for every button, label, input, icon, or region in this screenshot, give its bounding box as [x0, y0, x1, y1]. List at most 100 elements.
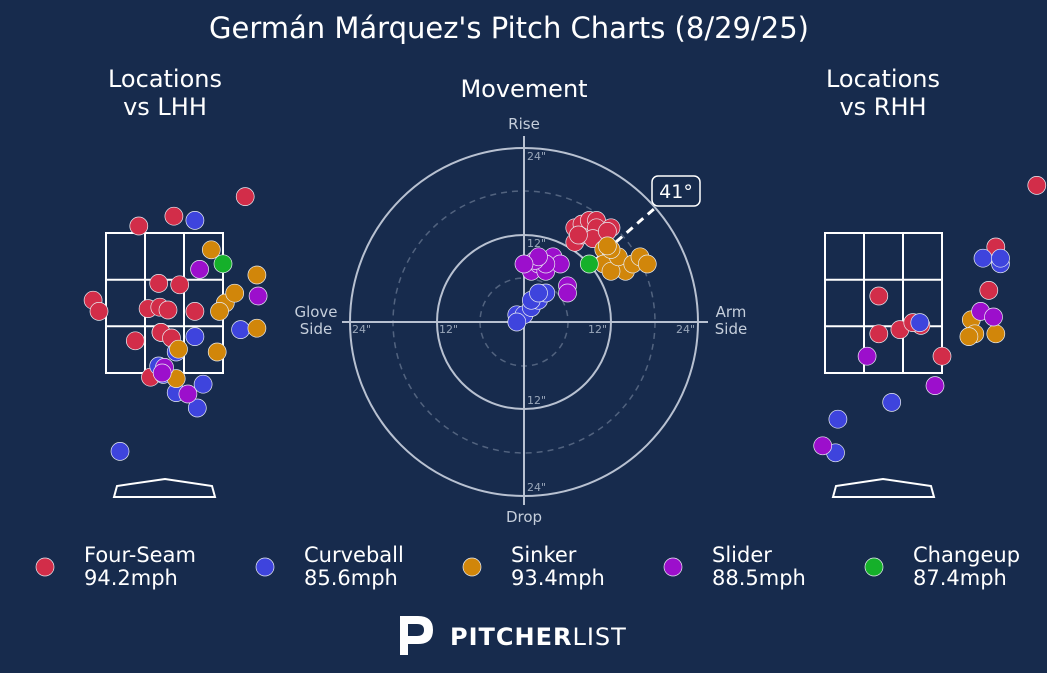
pitch-dot-slider: [857, 346, 877, 366]
pitch-dot-sinker: [207, 342, 227, 362]
movement-pitch-points: [507, 211, 657, 332]
axis-label-arm-1: Arm: [716, 303, 747, 321]
pitch-dot-sinker: [225, 283, 245, 303]
legend-swatch-changeup: [864, 557, 884, 577]
axis-label-glove-2: Side: [300, 320, 332, 338]
pitch-dot-slider: [248, 286, 268, 306]
lhh-title-line2: vs LHH: [123, 93, 207, 121]
legend-speed-sinker: 93.4mph: [511, 566, 605, 590]
pitch-dot-sinker: [247, 318, 267, 338]
pitch-dot-curveball: [828, 409, 848, 429]
pitch-dot-four-seam: [149, 274, 169, 293]
pitch-dot-four-seam: [979, 281, 999, 300]
lhh-pitch-points: [83, 187, 268, 461]
pitch-dot-slider: [984, 307, 1003, 327]
movement-dot-changeup: [579, 254, 599, 274]
pitch-dot-curveball: [882, 393, 902, 412]
pitch-dot-four-seam: [869, 324, 889, 344]
rhh-home-plate: [831, 477, 936, 498]
movement-dot-slider: [558, 283, 577, 303]
pitch-dot-curveball: [185, 327, 205, 346]
pitch-dot-four-seam: [185, 302, 205, 321]
movement-dot-curveball: [507, 312, 527, 332]
pitch-dot-four-seam: [125, 331, 145, 351]
pitch-dot-curveball: [185, 211, 205, 230]
pitch-dot-sinker: [201, 240, 221, 260]
axis-label-arm-2: Side: [715, 320, 747, 338]
pitch-dot-slider: [152, 363, 172, 383]
legend-swatch-four-seam: [35, 557, 55, 577]
legend-label-sinker: Sinker: [511, 543, 577, 567]
pitch-dot-four-seam: [869, 286, 889, 306]
pitch-dot-curveball: [973, 248, 993, 268]
pitch-dot-four-seam: [932, 346, 952, 366]
ring-label-left-12: 12": [439, 323, 458, 336]
lhh-panel: Locations vs LHH: [83, 65, 268, 498]
ring-label-top-24: 24": [527, 150, 546, 163]
ring-label-bottom-24: 24": [527, 481, 546, 494]
legend-speed-slider: 88.5mph: [712, 566, 806, 590]
brand-bold: PITCHER: [450, 623, 572, 651]
movement-dot-curveball: [529, 283, 548, 303]
axis-label-drop: Drop: [506, 508, 542, 526]
pitch-dot-four-seam: [164, 206, 184, 226]
pitch-dot-curveball: [231, 320, 250, 339]
pitcherlist-logo: PITCHERLIST: [400, 616, 627, 655]
ring-label-right-24: 24": [676, 323, 695, 336]
pitch-dot-curveball: [991, 248, 1010, 268]
arm-angle-label: 41°: [659, 181, 693, 203]
pitch-dot-four-seam: [158, 300, 178, 320]
rhh-title-line1: Locations: [826, 65, 940, 93]
legend-speed-curveball: 85.6mph: [304, 566, 398, 590]
ring-label-right-12: 12": [588, 323, 607, 336]
pitch-dot-slider: [813, 436, 833, 456]
movement-title: Movement: [460, 75, 587, 103]
lhh-home-plate: [112, 477, 217, 498]
pitch-dot-four-seam: [170, 275, 190, 295]
brand-light: LIST: [572, 623, 626, 651]
pitch-dot-slider: [190, 260, 209, 279]
legend-label-curveball: Curveball: [304, 543, 404, 567]
pitch-dot-four-seam: [235, 187, 255, 206]
pitch-dot-curveball: [187, 398, 207, 418]
ring-label-left-24: 24": [352, 323, 371, 336]
pitch-dot-four-seam: [1027, 176, 1047, 195]
legend-label-changeup: Changeup: [913, 543, 1020, 567]
rhh-title-line2: vs RHH: [839, 93, 926, 121]
ring-label-top-12: 12": [527, 237, 546, 250]
pitch-dot-sinker: [210, 302, 229, 321]
pitch-dot-slider: [925, 376, 945, 395]
movement-dot-sinker: [598, 236, 617, 256]
ring-label-bottom-12: 12": [527, 394, 546, 407]
arm-angle-badge: [651, 175, 701, 207]
axis-label-glove-1: Glove: [294, 303, 337, 321]
legend-swatch-curveball: [255, 557, 275, 577]
pitch-dot-curveball: [110, 442, 130, 461]
rhh-panel: Locations vs RHH: [813, 65, 1047, 498]
pitch-dot-curveball: [193, 374, 213, 394]
pitch-dot-slider: [178, 384, 198, 404]
movement-dot-sinker: [637, 254, 657, 274]
legend-label-four-seam: Four-Seam: [84, 543, 196, 567]
pitch-dot-changeup: [213, 254, 233, 274]
pitch-dot-sinker: [247, 265, 267, 285]
pitch-dot-four-seam: [89, 302, 109, 321]
legend-speed-changeup: 87.4mph: [913, 566, 1007, 590]
pitch-dot-sinker: [959, 327, 979, 346]
legend-swatch-sinker: [462, 557, 482, 577]
movement-panel: Movement 24" 12" 12" 24" 24" 12" 12" 24"…: [294, 75, 747, 526]
legend-speed-four-seam: 94.2mph: [84, 566, 178, 590]
brand-wordmark: PITCHERLIST: [450, 623, 627, 651]
movement-dot-slider: [514, 254, 534, 274]
legend-label-slider: Slider: [712, 543, 772, 567]
legend-swatch-slider: [663, 557, 683, 577]
pitch-dot-sinker: [986, 324, 1006, 344]
page-title: Germán Márquez's Pitch Charts (8/29/25): [209, 11, 809, 45]
pitch-dot-curveball: [910, 313, 930, 332]
